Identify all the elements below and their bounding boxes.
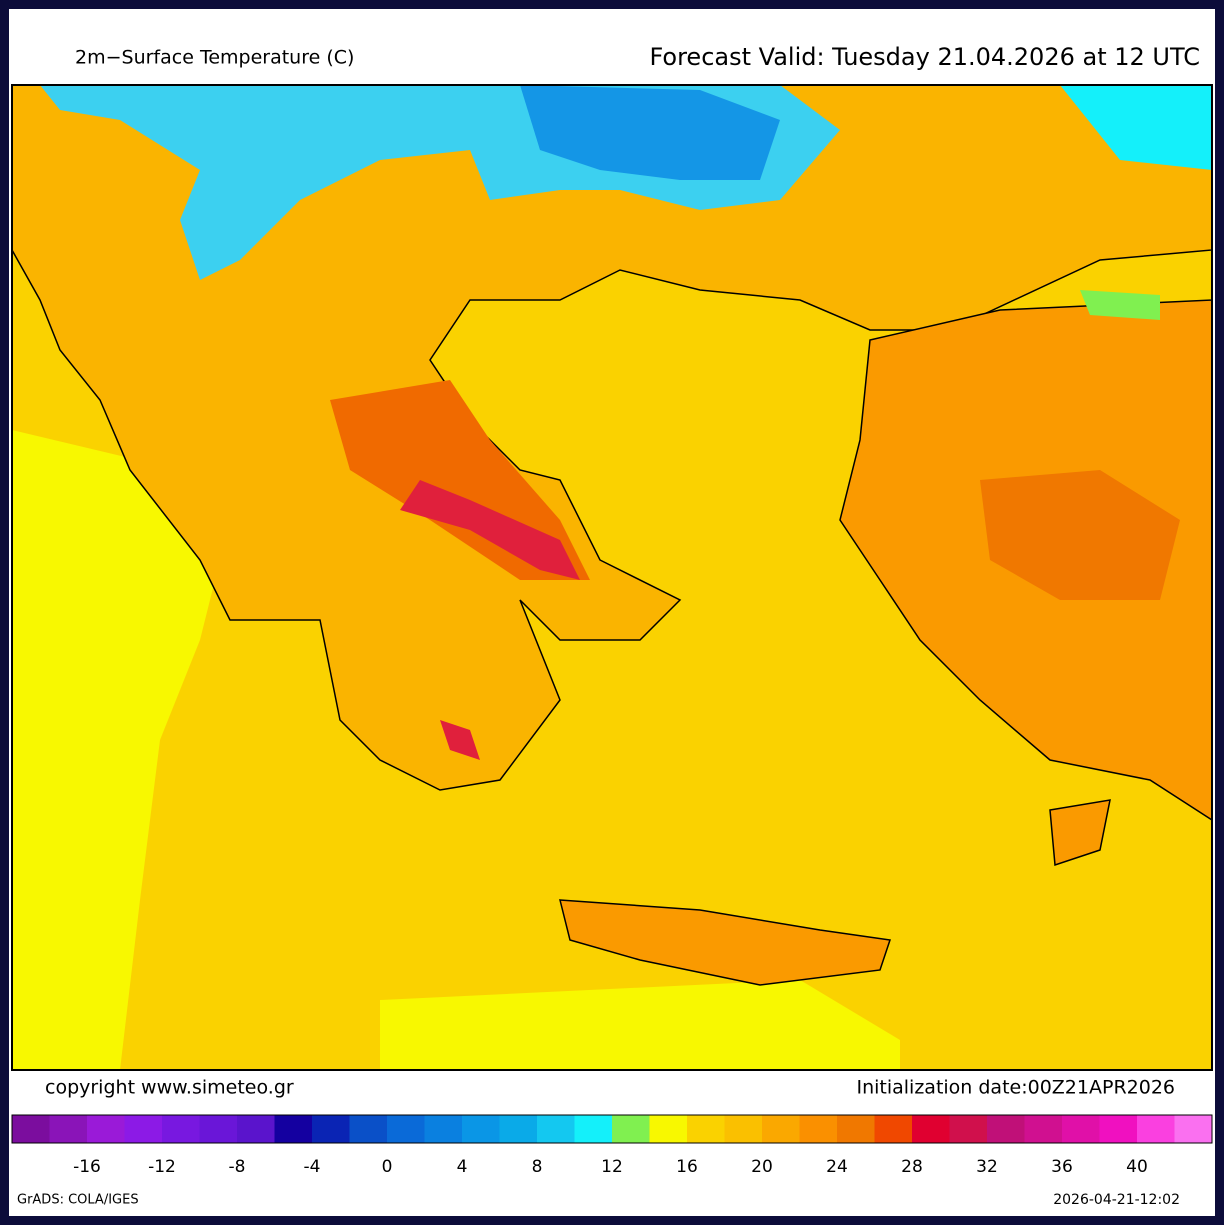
sea-south: [380, 980, 900, 1070]
colorbar-segment: [949, 1115, 988, 1143]
copyright: copyright www.simeteo.gr: [45, 1077, 294, 1099]
colorbar-segment: [649, 1115, 688, 1143]
colorbar-segment: [612, 1115, 650, 1143]
colorbar-segment: [124, 1115, 163, 1143]
land-crete: [559, 899, 891, 986]
colorbar-segment: [199, 1115, 238, 1143]
colorbar-segment: [499, 1115, 538, 1143]
colorbar-segment: [1024, 1115, 1063, 1143]
colorbar-segment: [1137, 1115, 1175, 1143]
colorbar-segment: [424, 1115, 463, 1143]
colorbar-segment: [537, 1115, 575, 1143]
colorbar-segment: [462, 1115, 500, 1143]
cold-area: [520, 85, 780, 180]
map-border: [11, 84, 1213, 1071]
cool-area: [1060, 85, 1212, 170]
colorbar-tick-label: -12: [148, 1157, 176, 1177]
map: [11, 84, 1213, 1071]
colorbar-tick-label: 28: [901, 1157, 923, 1177]
colorbar-tick-label: 4: [457, 1157, 468, 1177]
colorbar-segment: [874, 1115, 913, 1143]
colorbar-segment: [237, 1115, 275, 1143]
colorbar-segment: [312, 1115, 350, 1143]
colorbar-tick-label: -4: [304, 1157, 321, 1177]
colorbar-segment: [87, 1115, 125, 1143]
colorbar: -16 -12 -8 -4 0 4 8 12 16 20 24 28 32 36 40: [11, 1114, 1213, 1177]
hot-area: [440, 720, 480, 760]
colorbar-border: [11, 1114, 1213, 1144]
land-rhodes: [1049, 799, 1111, 867]
colorbar-segment: [49, 1115, 88, 1143]
forecast-valid: Forecast Valid: Tuesday 21.04.2026 at 12…: [649, 43, 1200, 71]
colorbar-segment: [574, 1115, 613, 1143]
map-title: 2m−Surface Temperature (C): [75, 47, 354, 69]
colorbar-segment: [724, 1115, 763, 1143]
hot-area: [400, 480, 580, 580]
sea-west: [12, 430, 230, 1070]
colorbar-tick-label: 32: [976, 1157, 998, 1177]
colorbar-tick-label: 20: [751, 1157, 773, 1177]
colorbar-segment: [349, 1115, 388, 1143]
colorbar-tick-label: -8: [229, 1157, 246, 1177]
colorbar-segment: [762, 1115, 800, 1143]
colorbar-segment: [1174, 1115, 1213, 1143]
timestamp: 2026-04-21-12:02: [1053, 1192, 1180, 1208]
warm-area: [980, 470, 1180, 600]
colorbar-segment: [1062, 1115, 1100, 1143]
colorbar-tick-label: 0: [382, 1157, 393, 1177]
colorbar-tick-label: 12: [601, 1157, 623, 1177]
colorbar-segment: [912, 1115, 950, 1143]
colorbar-tick-label: 40: [1126, 1157, 1148, 1177]
colorbar-segment: [987, 1115, 1025, 1143]
colorbar-segment: [387, 1115, 425, 1143]
colorbar-segment: [1099, 1115, 1138, 1143]
colorbar-segment: [799, 1115, 838, 1143]
colorbar-segment: [12, 1115, 50, 1143]
colorbar-segment: [837, 1115, 875, 1143]
colorbar-segment: [162, 1115, 200, 1143]
colorbar-segment: [687, 1115, 725, 1143]
colorbar-tick-label: 24: [826, 1157, 848, 1177]
mild-area: [1080, 290, 1160, 320]
colorbar-tick-label: 36: [1051, 1157, 1073, 1177]
colorbar-tick-label: 16: [676, 1157, 698, 1177]
colorbar-tick-label: 8: [532, 1157, 543, 1177]
init-date: Initialization date:00Z21APR2026: [856, 1077, 1175, 1099]
land-balkans: [11, 84, 1213, 791]
colorbar-tick-label: -16: [73, 1157, 101, 1177]
colorbar-segment: [274, 1115, 313, 1143]
grads-credit: GrADS: COLA/IGES: [17, 1193, 139, 1208]
